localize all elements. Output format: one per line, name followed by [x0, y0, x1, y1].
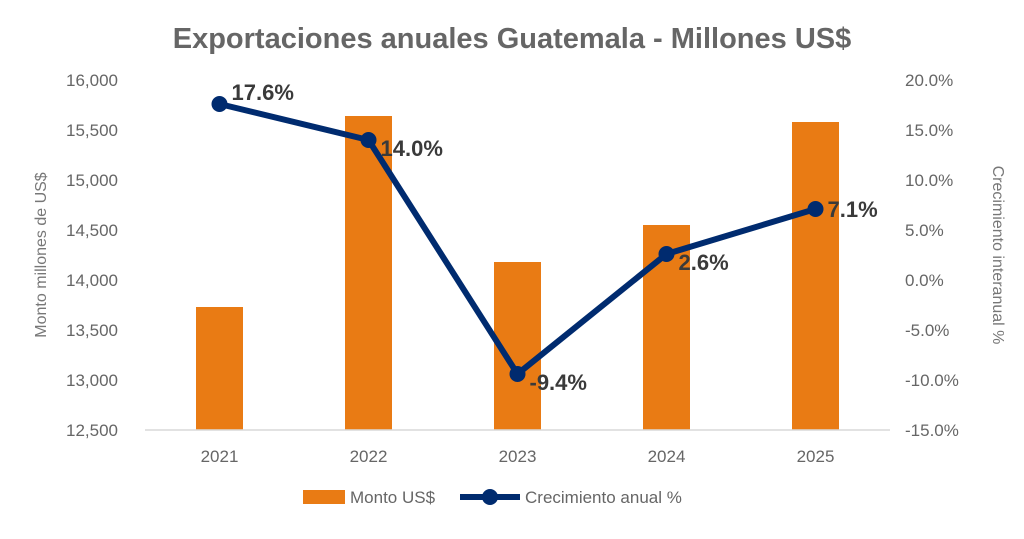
y2-axis-label: Crecimiento interanual %	[989, 166, 1006, 345]
y-tick-label: 15,500	[66, 121, 118, 140]
y-tick-label: 14,500	[66, 221, 118, 240]
y2-tick-label: -15.0%	[905, 421, 959, 440]
line-point	[509, 366, 526, 382]
data-label: 14.0%	[381, 136, 443, 161]
x-tick-label: 2023	[499, 447, 537, 466]
y2-tick-label: 20.0%	[905, 71, 953, 90]
legend-label-line: Crecimiento anual %	[525, 488, 682, 507]
y-axis-label: Monto millones de US$	[33, 172, 50, 338]
y2-tick-label: 5.0%	[905, 221, 944, 240]
y2-tick-label: -5.0%	[905, 321, 949, 340]
legend-swatch-bar	[303, 490, 345, 504]
data-label: 7.1%	[828, 197, 878, 222]
y-tick-label: 13,500	[66, 321, 118, 340]
legend-marker	[482, 489, 498, 505]
line-point	[360, 132, 377, 148]
data-label: 2.6%	[679, 250, 729, 275]
chart-title: Exportaciones anuales Guatemala - Millon…	[173, 23, 852, 55]
y-tick-label: 15,000	[66, 171, 118, 190]
y2-tick-label: -10.0%	[905, 371, 959, 390]
line-point	[807, 201, 824, 217]
bar	[196, 307, 243, 430]
x-tick-label: 2021	[201, 447, 239, 466]
y2-tick-label: 10.0%	[905, 171, 953, 190]
y-tick-label: 16,000	[66, 71, 118, 90]
x-tick-label: 2024	[648, 447, 686, 466]
data-label: -9.4%	[530, 370, 587, 395]
x-tick-label: 2025	[797, 447, 835, 466]
y-tick-label: 12,500	[66, 421, 118, 440]
line-point	[211, 96, 228, 112]
bar	[792, 122, 839, 430]
line-point	[658, 246, 675, 262]
y-tick-label: 13,000	[66, 371, 118, 390]
x-tick-label: 2022	[350, 447, 388, 466]
legend-label-bar: Monto US$	[350, 488, 436, 507]
legend: Monto US$ Crecimiento anual %	[303, 488, 682, 507]
y2-tick-label: 0.0%	[905, 271, 944, 290]
y-tick-label: 14,000	[66, 271, 118, 290]
data-label: 17.6%	[232, 80, 294, 105]
y2-tick-label: 15.0%	[905, 121, 953, 140]
